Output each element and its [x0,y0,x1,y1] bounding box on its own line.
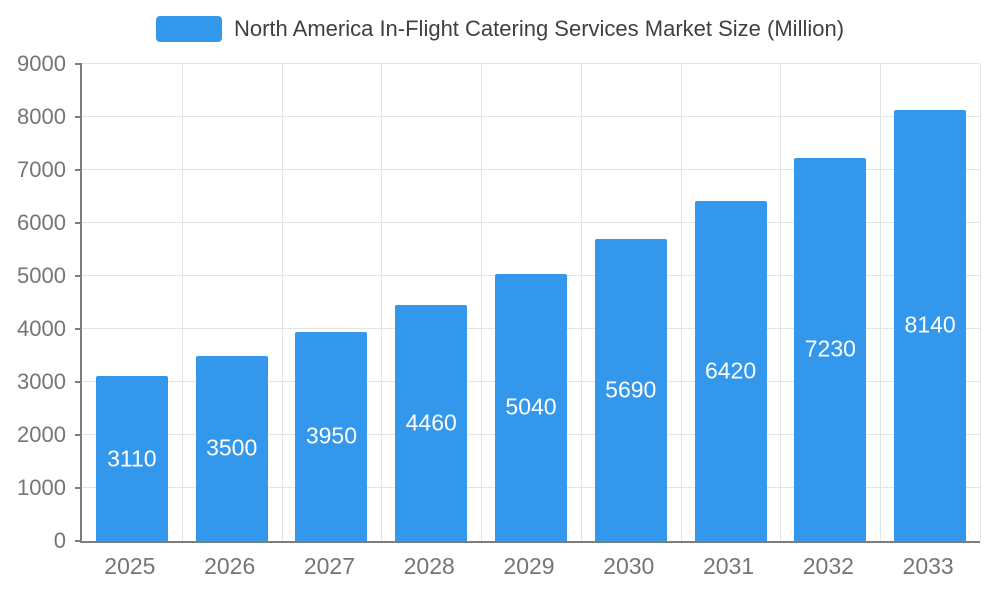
y-tick-label: 1000 [17,475,66,500]
x-gridline [880,64,882,541]
bar-value-label: 7230 [804,335,856,362]
x-tick-label: 2025 [104,553,156,579]
x-tick-label: 2033 [902,553,954,579]
bar-value-label: 5040 [505,393,557,420]
legend-item[interactable]: North America In-Flight Catering Service… [0,16,1000,42]
bar-value-label: 3500 [206,434,258,461]
x-gridline [680,64,682,541]
bar-2031: 6420 [694,200,767,541]
bar-2026: 3500 [195,355,268,541]
bar-value-label: 3950 [305,422,358,449]
y-tick-mark [75,63,82,65]
y-tick-label: 4000 [17,316,66,341]
bar-2028: 4460 [395,304,468,541]
y-tick-label: 2000 [17,422,66,447]
y-tick-mark [75,434,82,436]
plot-area: 0 1000 2000 3000 4000 5000 6000 7000 8000 9000 311… [17,51,981,553]
y-tick-mark [75,116,82,118]
y-gridline [82,116,980,117]
x-gridline [580,64,582,541]
bar-2029: 5040 [495,273,567,541]
y-tick-label: 8000 [17,104,66,129]
chart-title: North America In-Flight Catering Service… [233,16,845,41]
y-tick-mark [75,540,82,542]
x-tick-label: 2027 [303,553,356,579]
bar-2033: 8140 [894,109,967,541]
y-gridline [82,222,980,224]
y-tick-mark [75,487,82,489]
y-tick-mark [75,381,82,384]
y-tick-mark [75,222,82,225]
x-tick-label: 2029 [503,553,555,579]
x-gridline [980,64,981,541]
x-tick-label: 2030 [603,553,655,579]
y-tick-mark [75,275,82,277]
bar-value-label: 8140 [904,311,956,338]
x-axis: 2025 2026 2027 2028 2029 2030 2031 2032 2033 [80,553,978,585]
x-gridline [181,64,183,541]
y-gridline [82,169,980,170]
legend-swatch [155,16,222,42]
x-gridline [381,64,383,541]
y-tick-label: 6000 [17,210,66,236]
y-tick-label: 0 [53,528,66,553]
x-tick-label: 2032 [802,553,854,579]
bar-value-label: 5690 [605,376,657,403]
bar-value-label: 3110 [107,445,157,472]
y-tick-label: 3000 [17,369,66,395]
y-tick-mark [75,328,82,330]
x-gridline [481,64,483,541]
x-gridline [281,64,283,541]
bar-value-label: 6420 [704,357,757,384]
bar-value-label: 4460 [405,409,457,436]
x-gridline [780,64,782,541]
y-tick-label: 5000 [17,263,66,288]
x-tick-label: 2026 [204,553,256,579]
bar-2025: 3110 [95,376,168,541]
bar-2032: 7230 [794,157,867,541]
y-tick-label: 7000 [17,157,66,182]
x-tick-label: 2028 [403,553,455,579]
x-tick-label: 2031 [702,553,755,579]
y-tick-mark [75,169,82,171]
y-tick-label: 9000 [17,51,66,76]
y-gridline [82,63,980,64]
bar-2030: 5690 [594,239,667,541]
bar-2027: 3950 [295,331,368,541]
